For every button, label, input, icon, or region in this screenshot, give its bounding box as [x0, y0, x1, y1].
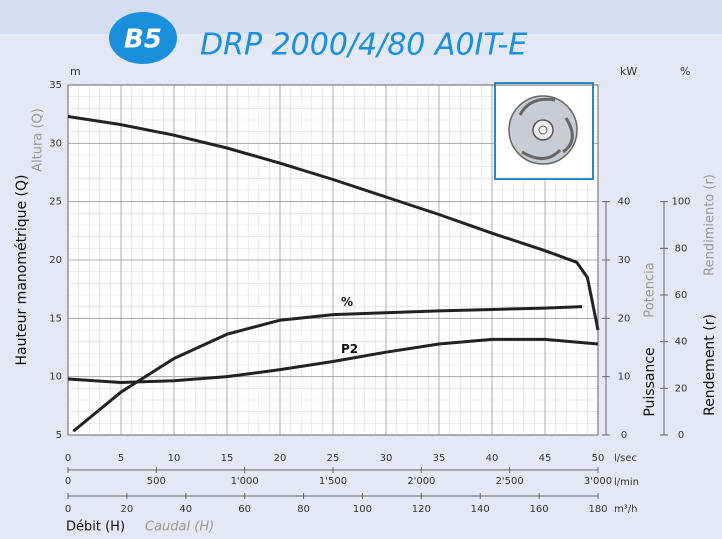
y-tick-label: 35	[49, 80, 62, 91]
x-tick-label: 0	[65, 453, 71, 464]
y2-label-alt: Potencia	[643, 262, 658, 317]
y-tick-label: 0	[678, 430, 684, 441]
x-tick-label: 5	[118, 453, 124, 464]
x-tick-label: 2'500	[496, 476, 524, 487]
y-tick-label: 30	[618, 255, 631, 266]
y-tick-label: 40	[675, 337, 688, 348]
x-tick-label: 100	[353, 504, 372, 515]
x-tick-label: 0	[65, 476, 71, 487]
chart: B5 DRP 2000/4/80 A0IT-E m kW % Hauteur m…	[0, 0, 722, 539]
x-tick-label: 120	[412, 504, 431, 515]
y-tick-label: 20	[49, 255, 62, 266]
y3-label-alt: Rendimiento (r)	[703, 174, 718, 276]
x-tick-label: 45	[539, 453, 552, 464]
y2-unit: kW	[620, 65, 637, 78]
x-tick-label: 35	[433, 453, 446, 464]
y-tick-label: 100	[671, 197, 690, 208]
x-tick-label: 30	[380, 453, 393, 464]
y-tick-label: 10	[49, 372, 62, 383]
x-tick-label: 1'500	[319, 476, 347, 487]
impeller-icon	[495, 83, 593, 179]
x-tick-label: 2'000	[407, 476, 435, 487]
x-tick-label: 180	[588, 504, 607, 515]
x-tick-label: 50	[592, 453, 605, 464]
x-tick-label: 160	[530, 504, 549, 515]
x-label-alt: Caudal (H)	[145, 520, 214, 535]
y3-label: Rendement (r)	[702, 314, 718, 416]
y-tick-label: 30	[49, 138, 62, 149]
x-tick-label: 10	[168, 453, 181, 464]
curve-label: %	[341, 295, 353, 309]
y-tick-label: 15	[49, 313, 62, 324]
y3-unit: %	[680, 65, 690, 78]
x-tick-label: 15	[221, 453, 234, 464]
y2-label: Puissance	[642, 347, 658, 416]
y-tick-label: 20	[618, 313, 631, 324]
y-tick-label: 40	[618, 197, 631, 208]
y-tick-label: 5	[56, 430, 62, 441]
x-tick-label: 60	[238, 504, 251, 515]
x-tick-label: 20	[121, 504, 134, 515]
x-tick-label: 500	[147, 476, 166, 487]
badge-text: B5	[124, 25, 162, 55]
y-tick-label: 20	[675, 383, 688, 394]
x-tick-label: 80	[297, 504, 310, 515]
chart-title: DRP 2000/4/80 A0IT-E	[200, 28, 527, 63]
y-label: Hauteur manométrique (Q)	[14, 175, 30, 366]
x-tick-label: 40	[486, 453, 499, 464]
x3-unit: m³/h	[614, 504, 637, 515]
y-tick-label: 0	[621, 430, 627, 441]
x-label: Débit (H)	[66, 520, 125, 535]
x-tick-label: 0	[65, 504, 71, 515]
y-tick-label: 25	[49, 197, 62, 208]
x-tick-label: 25	[327, 453, 340, 464]
x-tick-label: 140	[471, 504, 490, 515]
x-tick-label: 1'000	[231, 476, 259, 487]
y-tick-label: 60	[675, 290, 688, 301]
x-tick-label: 20	[274, 453, 287, 464]
y-unit: m	[70, 65, 81, 78]
y-tick-label: 10	[618, 372, 631, 383]
curve-label: P2	[341, 342, 358, 356]
x2-unit: l/min	[614, 477, 639, 488]
x-tick-label: 40	[179, 504, 192, 515]
x-tick-label: 3'000	[584, 476, 612, 487]
y-tick-label: 80	[675, 243, 688, 254]
y-label-alt: Altura (Q)	[31, 108, 46, 172]
x-unit: l/sec	[614, 453, 637, 464]
